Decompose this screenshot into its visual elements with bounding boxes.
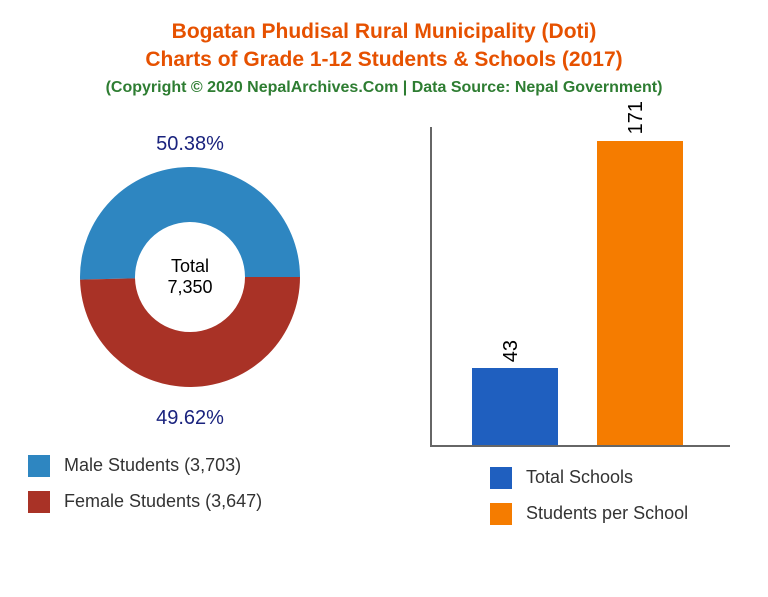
legend-item-female: Female Students (3,647) bbox=[28, 491, 262, 513]
legend-swatch-female bbox=[28, 491, 50, 513]
donut-center: Total 7,350 bbox=[80, 167, 300, 387]
charts-row: 50.38% Total 7,350 49.62% Male Students … bbox=[0, 117, 768, 552]
bar-legend: Total Schools Students per School bbox=[490, 467, 688, 539]
bar-value-total-schools: 43 bbox=[500, 340, 530, 362]
legend-item-sps: Students per School bbox=[490, 503, 688, 525]
legend-label-female: Female Students (3,647) bbox=[64, 491, 262, 512]
legend-swatch-sps bbox=[490, 503, 512, 525]
legend-swatch-male bbox=[28, 455, 50, 477]
bar-chart-panel: 43 171 Total Schools Students per School bbox=[380, 117, 768, 552]
bar-total-schools bbox=[472, 368, 558, 444]
total-label: Total bbox=[171, 256, 209, 277]
bar-plot-area: 43 171 bbox=[430, 127, 730, 447]
total-value: 7,350 bbox=[167, 277, 212, 298]
donut-wrap: Total 7,350 bbox=[80, 167, 300, 387]
legend-item-schools: Total Schools bbox=[490, 467, 688, 489]
title-line-1: Bogatan Phudisal Rural Municipality (Dot… bbox=[0, 18, 768, 46]
legend-label-sps: Students per School bbox=[526, 503, 688, 524]
bar-students-per-school bbox=[597, 141, 683, 445]
donut-legend: Male Students (3,703) Female Students (3… bbox=[28, 455, 262, 527]
subtitle-line: (Copyright © 2020 NepalArchives.Com | Da… bbox=[0, 79, 768, 97]
female-percent-label: 49.62% bbox=[0, 407, 380, 430]
title-line-2: Charts of Grade 1-12 Students & Schools … bbox=[0, 46, 768, 74]
legend-label-schools: Total Schools bbox=[526, 467, 633, 488]
donut-chart-panel: 50.38% Total 7,350 49.62% Male Students … bbox=[0, 117, 380, 552]
legend-item-male: Male Students (3,703) bbox=[28, 455, 262, 477]
male-percent-label: 50.38% bbox=[0, 133, 380, 156]
legend-swatch-schools bbox=[490, 467, 512, 489]
bar-value-students-per-school: 171 bbox=[625, 101, 655, 134]
title-block: Bogatan Phudisal Rural Municipality (Dot… bbox=[0, 0, 768, 97]
legend-label-male: Male Students (3,703) bbox=[64, 455, 241, 476]
